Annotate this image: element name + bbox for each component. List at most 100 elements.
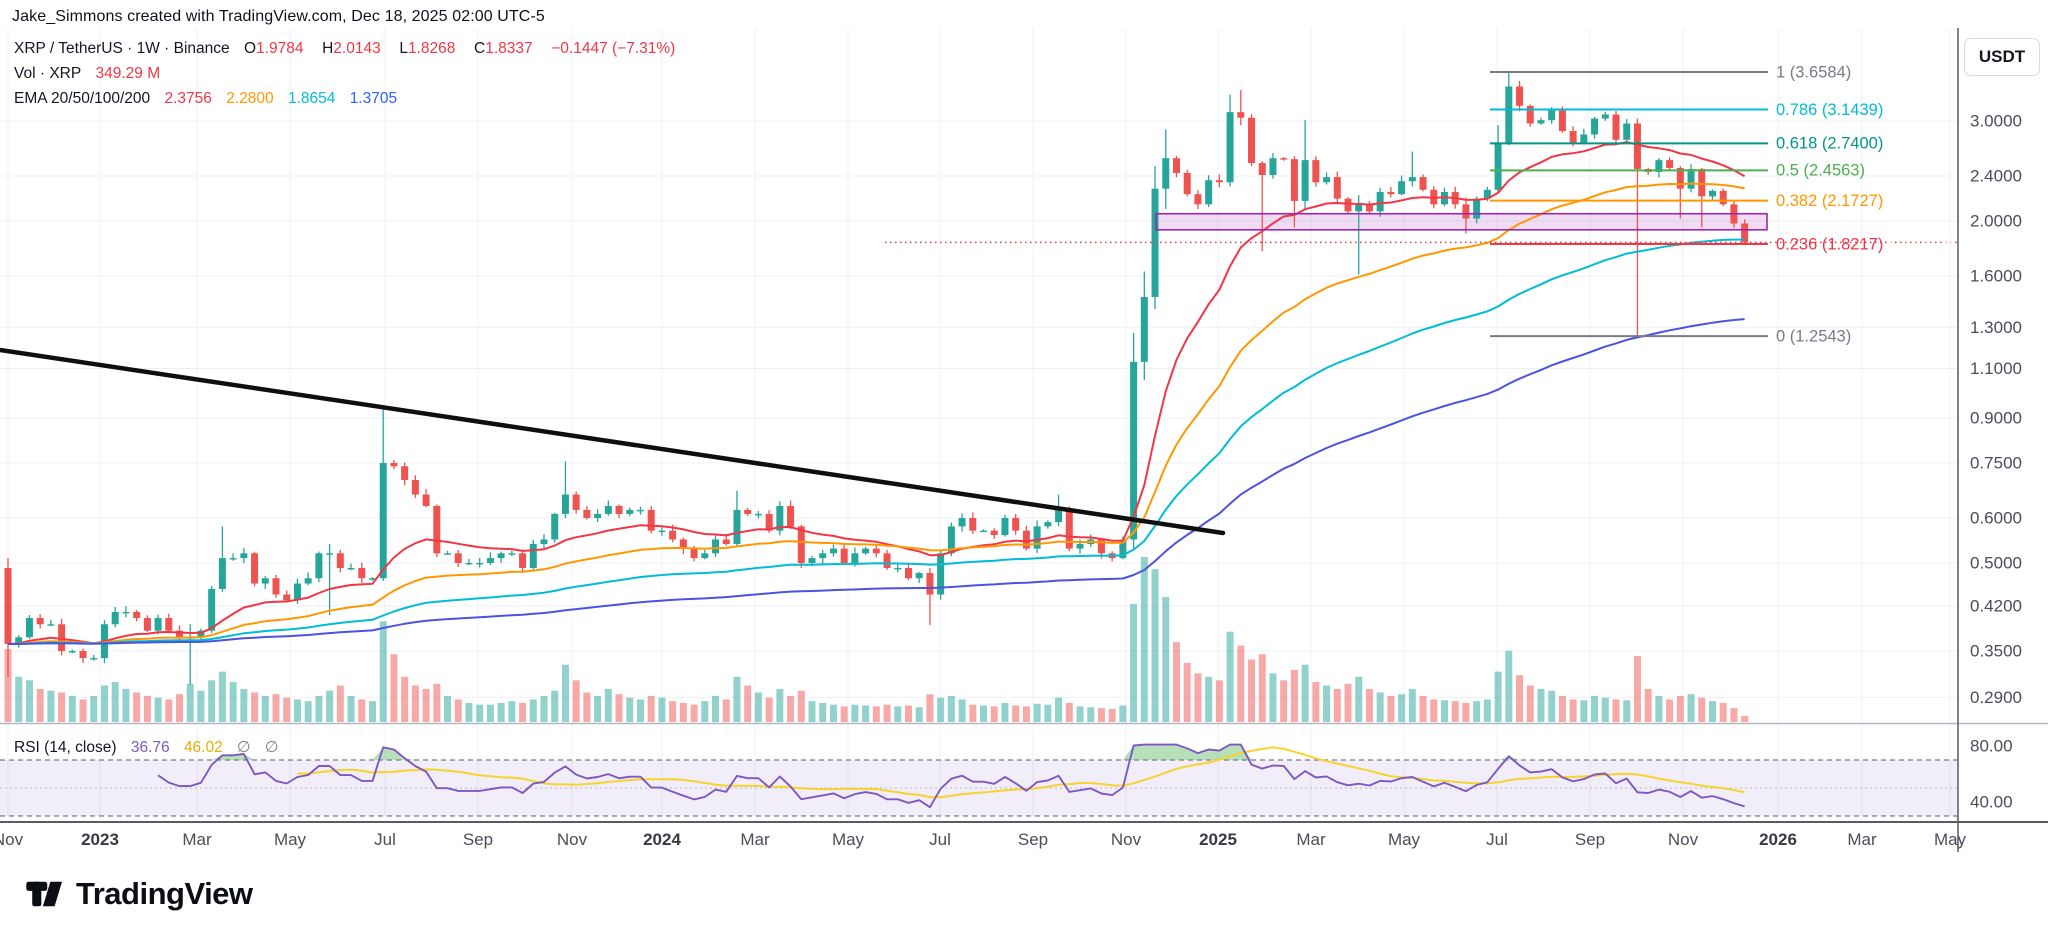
x-axis-label[interactable]: Mar (182, 830, 212, 849)
x-axis-label[interactable]: May (274, 830, 307, 849)
volume-bar (1419, 695, 1427, 722)
candle-body (754, 513, 762, 516)
candle-body (1280, 158, 1288, 160)
currency-toggle-button[interactable]: USDT (1964, 38, 2040, 76)
volume-bar (358, 699, 366, 722)
candle-body (1687, 168, 1695, 189)
price-tick-label[interactable]: 0.7500 (1970, 453, 2022, 472)
candle-body (1473, 198, 1481, 219)
rsi-tick-label[interactable]: 40.00 (1970, 792, 2013, 811)
x-axis-label[interactable]: Sep (1575, 830, 1605, 849)
price-tick-label[interactable]: 1.3000 (1970, 318, 2022, 337)
rsi-empty-icon-1: ∅ (237, 739, 251, 756)
x-axis-label[interactable]: Mar (1847, 830, 1877, 849)
volume-bar (315, 695, 323, 722)
candle-body (1548, 110, 1556, 121)
price-tick-label[interactable]: 3.0000 (1970, 111, 2022, 130)
candle-body (1537, 120, 1545, 124)
volume-bar (111, 682, 119, 722)
volume-bar (958, 699, 966, 722)
volume-bar (497, 702, 505, 722)
price-tick-label[interactable]: 0.2900 (1970, 688, 2022, 707)
volume-bar (1012, 705, 1020, 722)
x-axis-label[interactable]: 2026 (1759, 830, 1797, 849)
candle-body (733, 509, 741, 545)
volume-row[interactable]: Vol · XRP 349.29 M (14, 61, 675, 86)
x-axis-label[interactable]: May (1388, 830, 1421, 849)
candle-body (1312, 160, 1320, 183)
candle-body (1569, 131, 1577, 143)
x-axis-label[interactable]: Jul (929, 830, 951, 849)
ohlc-high-value: 2.0143 (333, 40, 381, 57)
candle-body (154, 618, 162, 631)
candle-body (422, 494, 430, 506)
current-price-badge: 1.8337 3d 17h (1960, 227, 2046, 263)
x-axis-label[interactable]: 2025 (1199, 830, 1237, 849)
x-axis-label[interactable]: Mar (1296, 830, 1326, 849)
candle-body (969, 518, 977, 531)
candle-body (980, 530, 988, 533)
candle-body (1097, 539, 1105, 554)
x-axis-label[interactable]: 2024 (643, 830, 681, 849)
volume-bar (1162, 596, 1170, 722)
volume-bar (1140, 557, 1148, 722)
price-tick-label[interactable]: 0.4200 (1970, 596, 2022, 615)
price-tick-label[interactable]: 0.9000 (1970, 408, 2022, 427)
candle-body (1355, 204, 1363, 212)
x-axis-label[interactable]: Nov (1668, 830, 1699, 849)
x-axis-label[interactable]: Jul (374, 830, 396, 849)
fib-level-label: 0.618 (2.7400) (1776, 135, 1883, 153)
price-tick-label[interactable]: 1.1000 (1970, 359, 2022, 378)
price-tick-label[interactable]: 1.6000 (1970, 267, 2022, 286)
x-axis-label[interactable]: May (832, 830, 865, 849)
candle-body (1633, 123, 1641, 169)
x-axis-label[interactable]: Sep (463, 830, 493, 849)
volume-bar (904, 705, 912, 722)
chart-credit-header: Jake_Simmons created with TradingView.co… (12, 8, 545, 25)
descending-trendline[interactable] (0, 347, 1226, 536)
price-tick-label[interactable]: 0.6000 (1970, 508, 2022, 527)
x-axis-label[interactable]: Nov (0, 830, 24, 849)
support-zone-border[interactable] (1155, 212, 1768, 231)
volume-bar (1108, 708, 1116, 722)
price-tick-label[interactable]: 2.4000 (1970, 167, 2022, 186)
candle-body (669, 530, 677, 540)
candle-body (1623, 123, 1631, 140)
x-axis-label[interactable]: 2023 (81, 830, 119, 849)
candle-body (401, 466, 409, 480)
ema-50-line (7, 182, 1745, 645)
candle-body (336, 553, 344, 568)
price-tick-label[interactable]: 0.5000 (1970, 553, 2022, 572)
x-axis-label[interactable]: Nov (1111, 830, 1142, 849)
candle-body (1022, 530, 1030, 549)
rsi-tick-label[interactable]: 80.00 (1970, 736, 2013, 755)
candle-body (690, 548, 698, 559)
x-axis-label[interactable]: Jul (1486, 830, 1508, 849)
volume-bar (100, 685, 108, 722)
tradingview-logo[interactable]: TradingView (26, 876, 253, 912)
volume-bar (1633, 656, 1641, 722)
volume-bar (583, 692, 591, 722)
candle-body (829, 548, 837, 554)
candle-body (25, 618, 33, 638)
x-axis-label[interactable]: Sep (1018, 830, 1048, 849)
price-tick-label[interactable]: 0.3500 (1970, 641, 2022, 660)
candle-body (208, 588, 216, 631)
volume-bar (1022, 706, 1030, 722)
ema-row[interactable]: EMA 20/50/100/200 2.3756 2.2800 1.8654 1… (14, 86, 675, 111)
volume-bar (422, 689, 430, 722)
candle-body (36, 618, 44, 625)
x-axis-label[interactable]: Mar (740, 830, 770, 849)
symbol-row[interactable]: XRP / TetherUS · 1W · Binance O1.9784 H2… (14, 36, 675, 61)
x-axis-label[interactable]: Nov (557, 830, 588, 849)
candle-body (497, 553, 505, 559)
rsi-legend-row[interactable]: RSI (14, close) 36.76 46.02 ∅ ∅ (14, 738, 278, 757)
candle-body (1065, 509, 1073, 549)
volume-bar (669, 701, 677, 722)
x-axis-label[interactable]: May (1934, 830, 1967, 849)
price-tick-label[interactable]: 2.0000 (1970, 212, 2022, 231)
candle-body (583, 509, 591, 519)
candle-body (229, 558, 237, 560)
volume-bar (529, 699, 537, 722)
